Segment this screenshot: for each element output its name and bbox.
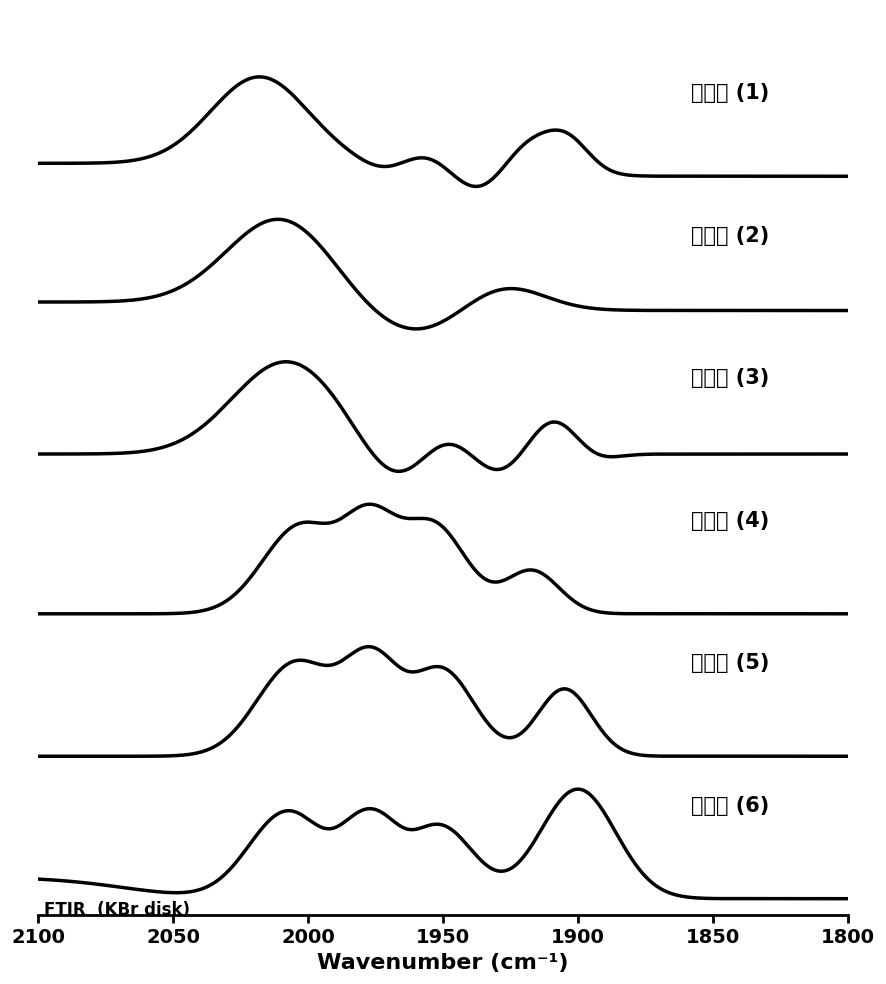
Text: FTIR  (KBr disk): FTIR (KBr disk) — [43, 900, 190, 919]
Text: 模拟物 (2): 模拟物 (2) — [691, 225, 770, 246]
Text: 模拟物 (5): 模拟物 (5) — [691, 653, 770, 673]
Text: 模拟物 (1): 模拟物 (1) — [691, 84, 770, 103]
Text: 模拟物 (3): 模拟物 (3) — [691, 368, 770, 389]
Text: 模拟物 (4): 模拟物 (4) — [691, 511, 770, 530]
X-axis label: Wavenumber (cm⁻¹): Wavenumber (cm⁻¹) — [317, 953, 569, 973]
Text: 模拟物 (6): 模拟物 (6) — [691, 795, 770, 816]
